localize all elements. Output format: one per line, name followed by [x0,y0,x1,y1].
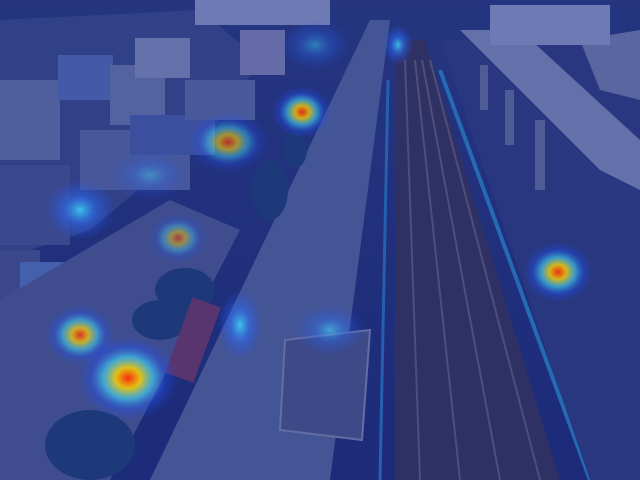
hotspot-left-cluster [110,150,190,200]
hotspot-bottom-left [78,336,178,420]
hotspot-upper-left [188,112,268,172]
red-truck [165,297,221,383]
hotspot-road-mid [218,290,262,360]
hotspot-upper-center [272,86,332,138]
hotspot-mid-left [148,213,208,263]
hotspot-construction [295,305,365,355]
elevated-overpass [460,30,640,190]
attention-heatmap [45,20,593,420]
hotspot-far-left [45,180,115,240]
hotspot-right-pillar [523,242,593,302]
hotspot-rail-top [383,25,413,65]
hotspot-top-center [280,20,350,70]
railway-corridor [378,40,592,480]
tree-line [45,132,307,480]
right-tall-building [490,5,610,45]
